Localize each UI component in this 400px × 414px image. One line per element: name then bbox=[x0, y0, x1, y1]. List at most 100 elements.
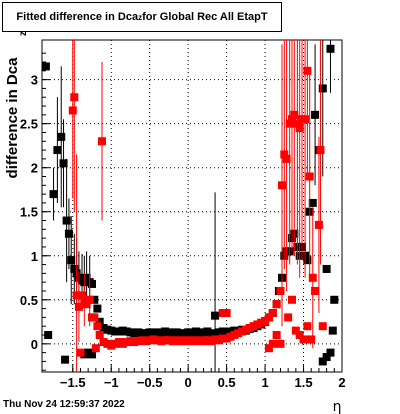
data-point bbox=[264, 313, 273, 322]
data-point bbox=[316, 146, 325, 155]
data-point bbox=[290, 110, 299, 119]
data-point bbox=[322, 264, 331, 273]
data-point bbox=[288, 115, 296, 124]
data-point bbox=[318, 357, 327, 366]
data-point bbox=[288, 295, 296, 304]
data-point bbox=[93, 322, 102, 331]
data-point bbox=[303, 322, 312, 331]
data-point bbox=[272, 331, 281, 340]
x-axis-label: η bbox=[333, 399, 342, 414]
data-point bbox=[85, 295, 94, 304]
data-point bbox=[91, 344, 100, 353]
data-point bbox=[68, 106, 77, 115]
data-point bbox=[295, 331, 304, 340]
y-axis-label-subscript: z bbox=[18, 31, 29, 36]
data-point bbox=[95, 317, 104, 326]
data-point bbox=[207, 329, 216, 338]
data-point bbox=[301, 115, 310, 124]
x-tick-label: 2 bbox=[338, 375, 345, 390]
data-point bbox=[285, 119, 294, 128]
data-point bbox=[82, 273, 91, 282]
chart-title-subscript: z bbox=[138, 12, 143, 22]
data-point bbox=[82, 300, 91, 309]
data-point bbox=[59, 159, 68, 168]
data-point bbox=[90, 295, 99, 304]
data-point bbox=[293, 119, 302, 128]
data-point bbox=[291, 326, 300, 335]
data-point bbox=[328, 326, 337, 335]
data-point bbox=[80, 295, 89, 304]
data-point bbox=[276, 339, 285, 348]
data-point bbox=[88, 279, 96, 288]
data-point bbox=[62, 216, 71, 225]
data-point bbox=[282, 154, 291, 163]
data-point bbox=[90, 313, 99, 322]
y-tick-label: 2 bbox=[31, 161, 38, 176]
y-tick-label: 3 bbox=[31, 73, 38, 88]
data-point bbox=[330, 295, 339, 304]
x-tick-label: 1.5 bbox=[294, 375, 312, 390]
data-point bbox=[67, 256, 76, 265]
data-point bbox=[284, 313, 293, 322]
data-point bbox=[280, 150, 289, 159]
x-tick-label: 0.5 bbox=[218, 375, 236, 390]
y-tick-label: 1.5 bbox=[20, 205, 38, 220]
data-point bbox=[303, 66, 312, 75]
data-point bbox=[264, 344, 273, 353]
data-point bbox=[322, 353, 331, 362]
data-point bbox=[295, 124, 304, 133]
data-point bbox=[299, 335, 308, 344]
data-point bbox=[72, 291, 81, 300]
data-point bbox=[314, 220, 323, 229]
data-point bbox=[95, 331, 104, 340]
data-point bbox=[93, 304, 102, 313]
data-point bbox=[308, 198, 317, 207]
datestamp: Thu Nov 24 12:59:37 2022 bbox=[3, 399, 125, 410]
y-axis-label: difference in Dca bbox=[4, 57, 21, 179]
data-point bbox=[318, 322, 327, 331]
data-point bbox=[326, 44, 335, 53]
data-point bbox=[308, 273, 317, 282]
data-point bbox=[74, 302, 83, 311]
data-point bbox=[49, 190, 58, 199]
data-point bbox=[76, 348, 85, 357]
y-tick-label: 0 bbox=[31, 337, 38, 352]
x-tick-label: −1 bbox=[104, 375, 119, 390]
chart-title-suffix: for Global Rec All EtapT bbox=[142, 11, 268, 23]
data-point bbox=[326, 348, 335, 357]
data-point bbox=[41, 62, 50, 71]
data-point bbox=[278, 181, 286, 190]
data-point bbox=[44, 331, 53, 340]
y-tick-label: 1 bbox=[31, 249, 38, 264]
data-point bbox=[311, 110, 320, 119]
data-point bbox=[268, 308, 277, 317]
data-point bbox=[222, 308, 231, 317]
data-point bbox=[307, 335, 316, 344]
data-point bbox=[64, 229, 73, 238]
x-tick-label: −1.5 bbox=[60, 375, 86, 390]
data-point bbox=[70, 264, 79, 273]
chart-title-main: Fitted difference in Dca bbox=[16, 11, 139, 23]
data-point bbox=[303, 256, 312, 265]
data-point bbox=[305, 172, 314, 181]
y-tick-label: 0.5 bbox=[20, 293, 38, 308]
data-point bbox=[78, 291, 86, 300]
data-point bbox=[70, 93, 79, 102]
chart-title: Fitted difference in Dca z for Global Rec… bbox=[2, 2, 282, 32]
y-tick-label: 2.5 bbox=[20, 117, 38, 132]
x-tick-label: 1 bbox=[261, 375, 268, 390]
data-point bbox=[272, 300, 281, 309]
data-point bbox=[88, 350, 96, 359]
data-point bbox=[61, 355, 70, 364]
data-point bbox=[311, 286, 320, 295]
data-point bbox=[268, 339, 277, 348]
data-point bbox=[57, 132, 66, 141]
data-point bbox=[98, 137, 106, 146]
data-point bbox=[53, 146, 62, 155]
data-point bbox=[211, 311, 220, 320]
data-point bbox=[276, 286, 285, 295]
x-tick-label: 0 bbox=[185, 375, 192, 390]
data-point bbox=[318, 84, 327, 93]
x-tick-label: −0.5 bbox=[137, 375, 163, 390]
